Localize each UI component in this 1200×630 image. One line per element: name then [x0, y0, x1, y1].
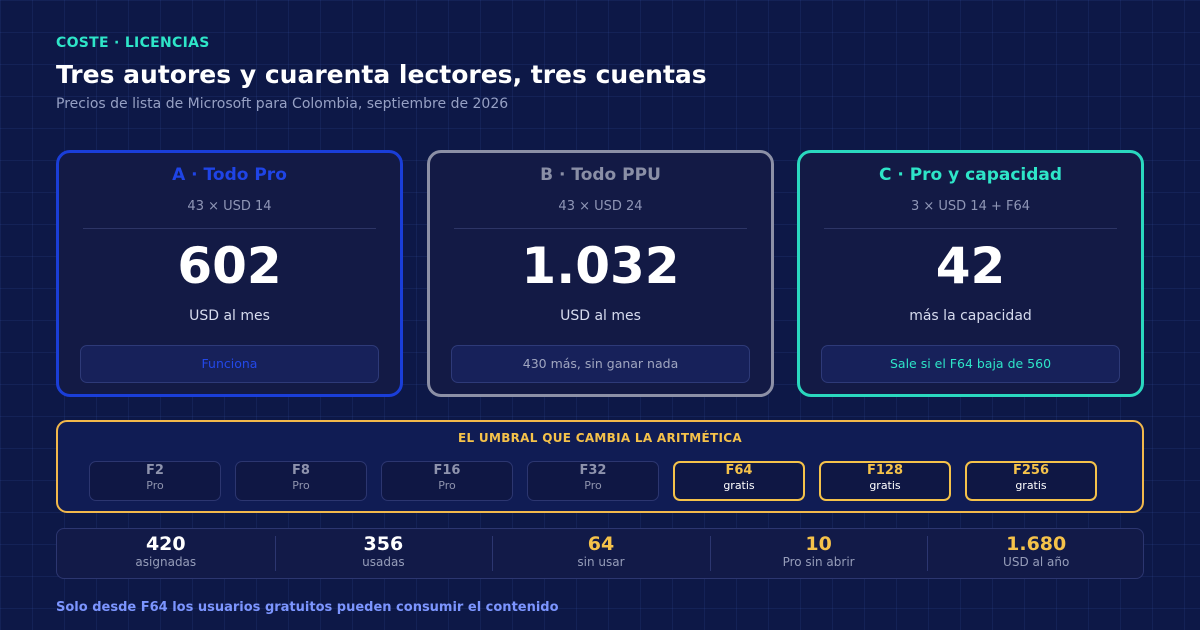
stat-sin-usar: 64 sin usar — [492, 529, 710, 578]
scenario-name: A · Todo Pro — [172, 165, 287, 185]
scenario-formula: 43 × USD 14 — [187, 199, 272, 214]
tier-note: Pro — [584, 479, 602, 492]
tier-f8: F8 Pro — [235, 461, 367, 501]
scenario-name: C · Pro y capacidad — [878, 165, 1063, 185]
page-title: Tres autores y cuarenta lectores, tres c… — [56, 60, 707, 89]
scenario-unit: USD al mes — [189, 308, 270, 324]
stat-label: usadas — [362, 555, 405, 569]
scenario-verdict: 430 más, sin ganar nada — [451, 345, 750, 383]
tier-f32: F32 Pro — [527, 461, 659, 501]
tier-f16: F16 Pro — [381, 461, 513, 501]
tier-note: gratis — [1015, 479, 1047, 492]
stat-pro-sin-abrir: 10 Pro sin abrir — [709, 529, 928, 578]
footnote: Solo desde F64 los usuarios gratuitos pu… — [56, 600, 559, 615]
tier-name: F32 — [579, 463, 607, 478]
stat-value: 356 — [363, 533, 404, 555]
tier-note: Pro — [146, 479, 164, 492]
tier-name: F16 — [433, 463, 461, 478]
card-divider — [83, 228, 376, 229]
stat-usd-al-ano: 1.680 USD al año — [927, 529, 1145, 578]
card-divider — [454, 228, 747, 229]
kicker-label: COSTE · LICENCIAS — [56, 35, 210, 51]
tier-note: gratis — [723, 479, 755, 492]
scenario-value: 1.032 — [521, 237, 680, 295]
license-stats: 420 asignadas 356 usadas 64 sin usar 10 … — [56, 528, 1144, 579]
stat-label: sin usar — [577, 555, 625, 569]
tier-note: Pro — [438, 479, 456, 492]
tier-name: F8 — [292, 463, 310, 478]
tier-f2: F2 Pro — [89, 461, 221, 501]
tier-name: F256 — [1012, 463, 1050, 478]
tier-name: F128 — [866, 463, 904, 478]
stat-label: USD al año — [1003, 555, 1070, 569]
stat-asignadas: 420 asignadas — [57, 529, 275, 578]
scenario-card-a: A · Todo Pro 43 × USD 14 602 USD al mes … — [56, 150, 403, 397]
card-divider — [824, 228, 1117, 229]
stat-label: Pro sin abrir — [782, 555, 855, 569]
scenario-value: 602 — [177, 237, 282, 295]
scenario-verdict: Funciona — [80, 345, 379, 383]
page-subtitle: Precios de lista de Microsoft para Colom… — [56, 96, 509, 112]
tier-note: gratis — [869, 479, 901, 492]
tier-f64: F64 gratis — [673, 461, 805, 501]
scenario-name: B · Todo PPU — [540, 165, 661, 185]
tier-name: F64 — [725, 463, 753, 478]
scenario-unit: más la capacidad — [909, 308, 1032, 324]
stat-value: 64 — [587, 533, 615, 555]
scenario-formula: 3 × USD 14 + F64 — [910, 199, 1031, 214]
scenario-card-c: C · Pro y capacidad 3 × USD 14 + F64 42 … — [797, 150, 1144, 397]
threshold-panel: EL UMBRAL QUE CAMBIA LA ARITMÉTICA F2 Pr… — [56, 420, 1144, 513]
scenario-unit: USD al mes — [560, 308, 641, 324]
tier-f256: F256 gratis — [965, 461, 1097, 501]
stat-value: 420 — [145, 533, 186, 555]
stat-value: 10 — [805, 533, 832, 555]
tier-name: F2 — [146, 463, 164, 478]
tier-note: Pro — [292, 479, 310, 492]
stat-value: 1.680 — [1006, 533, 1067, 555]
threshold-title: EL UMBRAL QUE CAMBIA LA ARITMÉTICA — [457, 431, 742, 445]
scenario-cards: A · Todo Pro 43 × USD 14 602 USD al mes … — [56, 150, 1144, 397]
scenario-value: 42 — [935, 237, 1006, 295]
tier-f128: F128 gratis — [819, 461, 951, 501]
scenario-formula: 43 × USD 24 — [558, 199, 643, 214]
stat-label: asignadas — [135, 555, 197, 569]
scenario-card-b: B · Todo PPU 43 × USD 24 1.032 USD al me… — [427, 150, 774, 397]
scenario-verdict: Sale si el F64 baja de 560 — [821, 345, 1120, 383]
stat-usadas: 356 usadas — [274, 529, 493, 578]
